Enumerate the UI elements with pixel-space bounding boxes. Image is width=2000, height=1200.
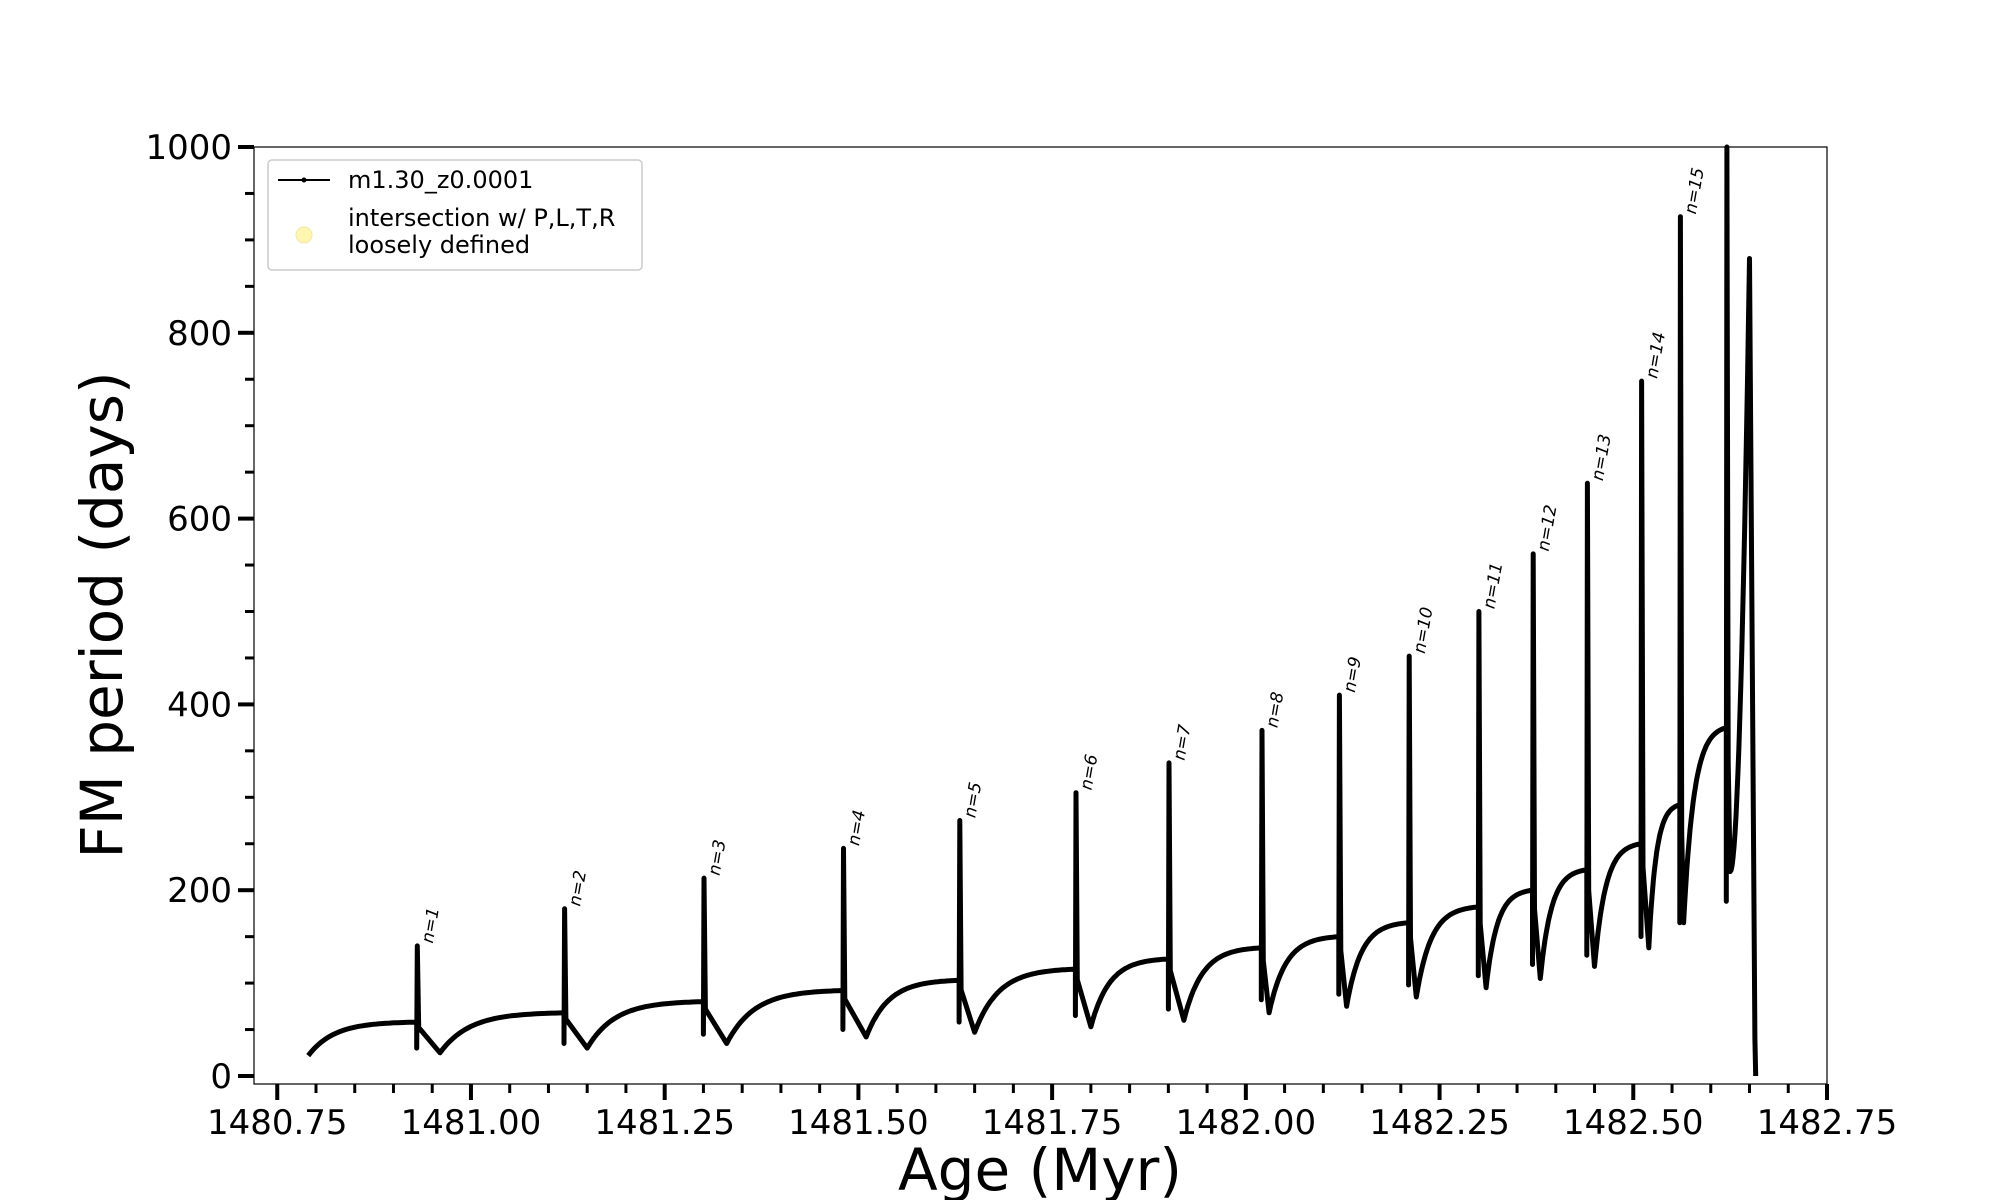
x-tick-label: 1480.75 — [207, 1103, 348, 1143]
x-tick-label: 1482.75 — [1757, 1103, 1898, 1143]
spike-label: n=11 — [1480, 561, 1508, 610]
y-axis: 0 200 400 600 800 1000 — [145, 128, 254, 1097]
y-tick-label: 1000 — [145, 128, 232, 168]
x-axis-label: Age (Myr) — [898, 1136, 1182, 1200]
legend: m1.30_z0.0001 intersection w/ P,L,T,R lo… — [267, 159, 643, 271]
spike-labels: n=1 n=2 n=3 n=4 n=5 n=6 n=7 n=8 n=9 n=10 n=11 n=12 n… — [418, 166, 1709, 945]
spike-label: n=9 — [1340, 655, 1366, 694]
spike-label: n=5 — [960, 781, 986, 820]
y-tick-label: 200 — [167, 871, 232, 911]
x-tick-label: 1482.00 — [1176, 1103, 1317, 1143]
legend-intersection-marker — [295, 226, 313, 244]
x-axis: 1480.75 1481.00 1481.25 1481.50 1481.75 1482.… — [207, 1084, 1897, 1143]
spike-label: n=6 — [1077, 753, 1103, 792]
y-tick-label: 0 — [210, 1057, 232, 1097]
spike-label: n=15 — [1681, 166, 1709, 215]
spike-label: n=3 — [705, 838, 731, 877]
x-tick-label: 1481.25 — [594, 1103, 735, 1143]
y-axis-label: FM period (days) — [68, 371, 136, 858]
y-tick-label: 800 — [167, 314, 232, 354]
legend-series-label: m1.30_z0.0001 — [348, 166, 533, 194]
spike-label: n=7 — [1170, 723, 1196, 762]
spike-label: n=8 — [1263, 690, 1289, 729]
plot-frame — [253, 146, 1828, 1085]
legend-intersection-label-line1: intersection w/ P,L,T,R — [348, 204, 615, 232]
legend-box — [267, 159, 643, 271]
x-tick-label: 1481.75 — [982, 1103, 1123, 1143]
spike-label: n=13 — [1588, 433, 1616, 482]
spike-label: n=4 — [844, 808, 870, 847]
x-tick-label: 1482.50 — [1563, 1103, 1704, 1143]
spike-label: n=14 — [1642, 331, 1670, 380]
spike-label: n=12 — [1534, 503, 1562, 552]
y-tick-label: 600 — [167, 500, 232, 540]
series-layer — [306, 144, 1759, 1077]
x-tick-label: 1481.50 — [788, 1103, 929, 1143]
spike-label: n=2 — [565, 869, 591, 908]
spike-label: n=1 — [418, 906, 444, 945]
x-tick-label: 1482.25 — [1369, 1103, 1510, 1143]
legend-intersection-label-line2: loosely defined — [348, 231, 530, 259]
legend-dot-marker — [301, 177, 307, 183]
series-line — [306, 144, 1759, 1077]
spike-label: n=10 — [1410, 606, 1438, 655]
y-tick-label: 400 — [167, 685, 232, 725]
x-tick-label: 1481.00 — [401, 1103, 542, 1143]
